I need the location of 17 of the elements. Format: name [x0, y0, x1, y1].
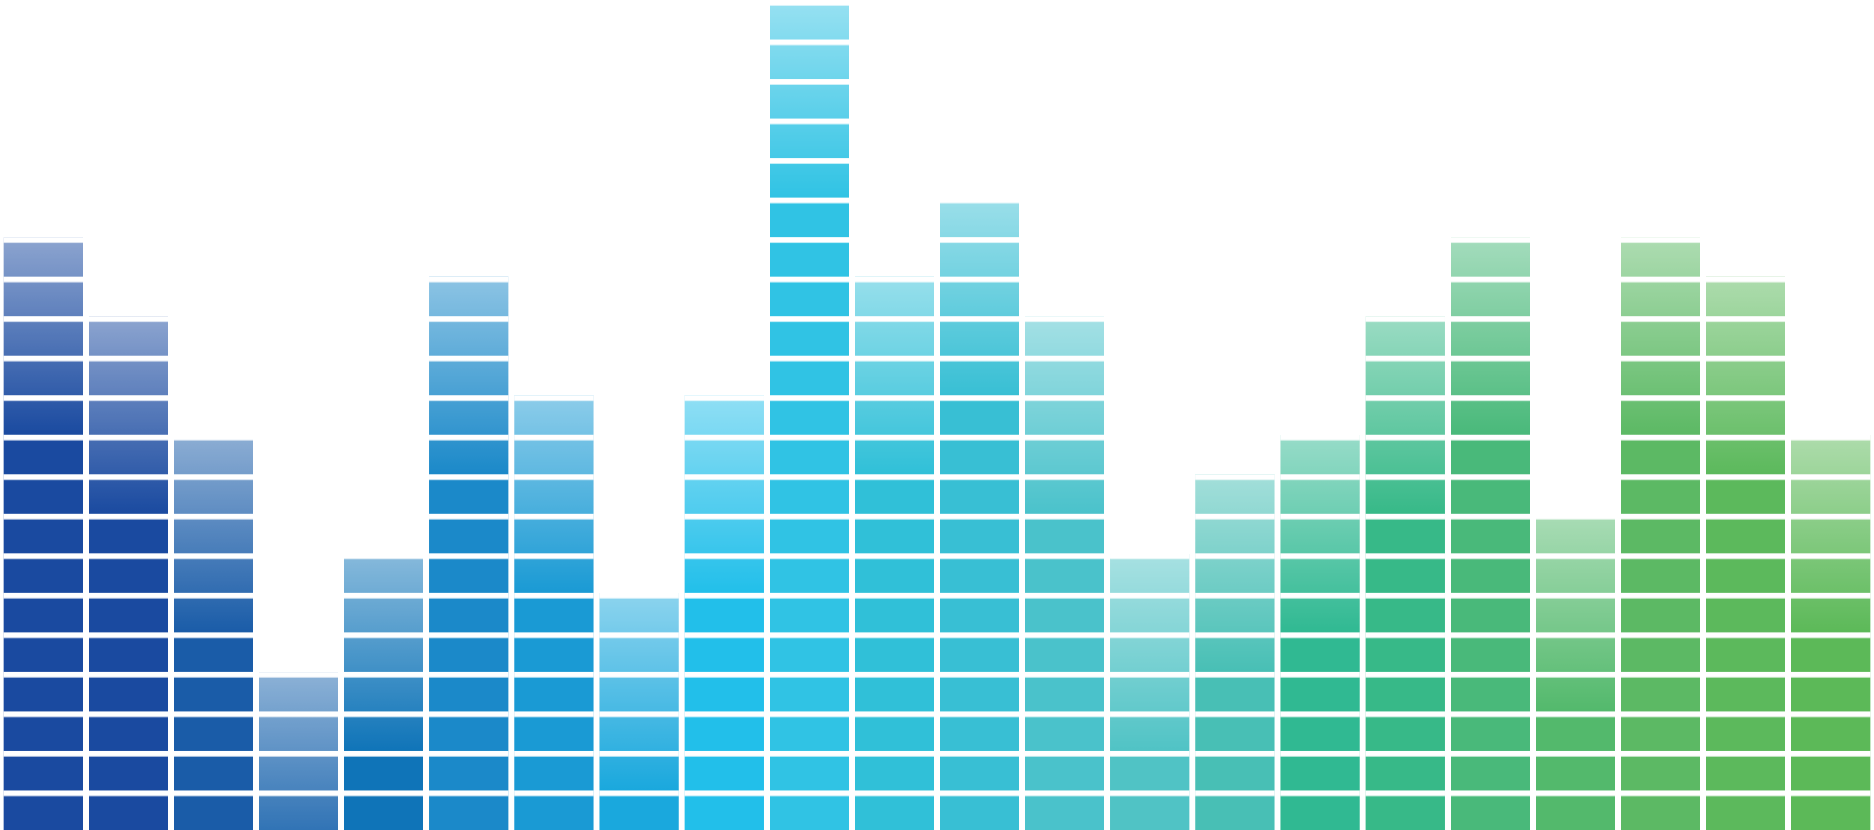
bar	[429, 276, 509, 830]
bar	[1024, 316, 1105, 830]
bar	[1195, 473, 1275, 830]
bar	[684, 395, 764, 830]
bar	[1365, 316, 1445, 830]
bar	[1791, 434, 1871, 830]
bar	[88, 316, 169, 830]
bar	[599, 592, 679, 830]
bar	[1620, 237, 1701, 830]
bar	[1280, 434, 1360, 830]
bar	[514, 395, 594, 830]
bar	[258, 672, 339, 830]
bar	[1705, 276, 1786, 830]
bar	[1110, 553, 1190, 830]
bar	[1450, 237, 1531, 830]
bar	[854, 276, 935, 830]
bar	[3, 237, 83, 830]
